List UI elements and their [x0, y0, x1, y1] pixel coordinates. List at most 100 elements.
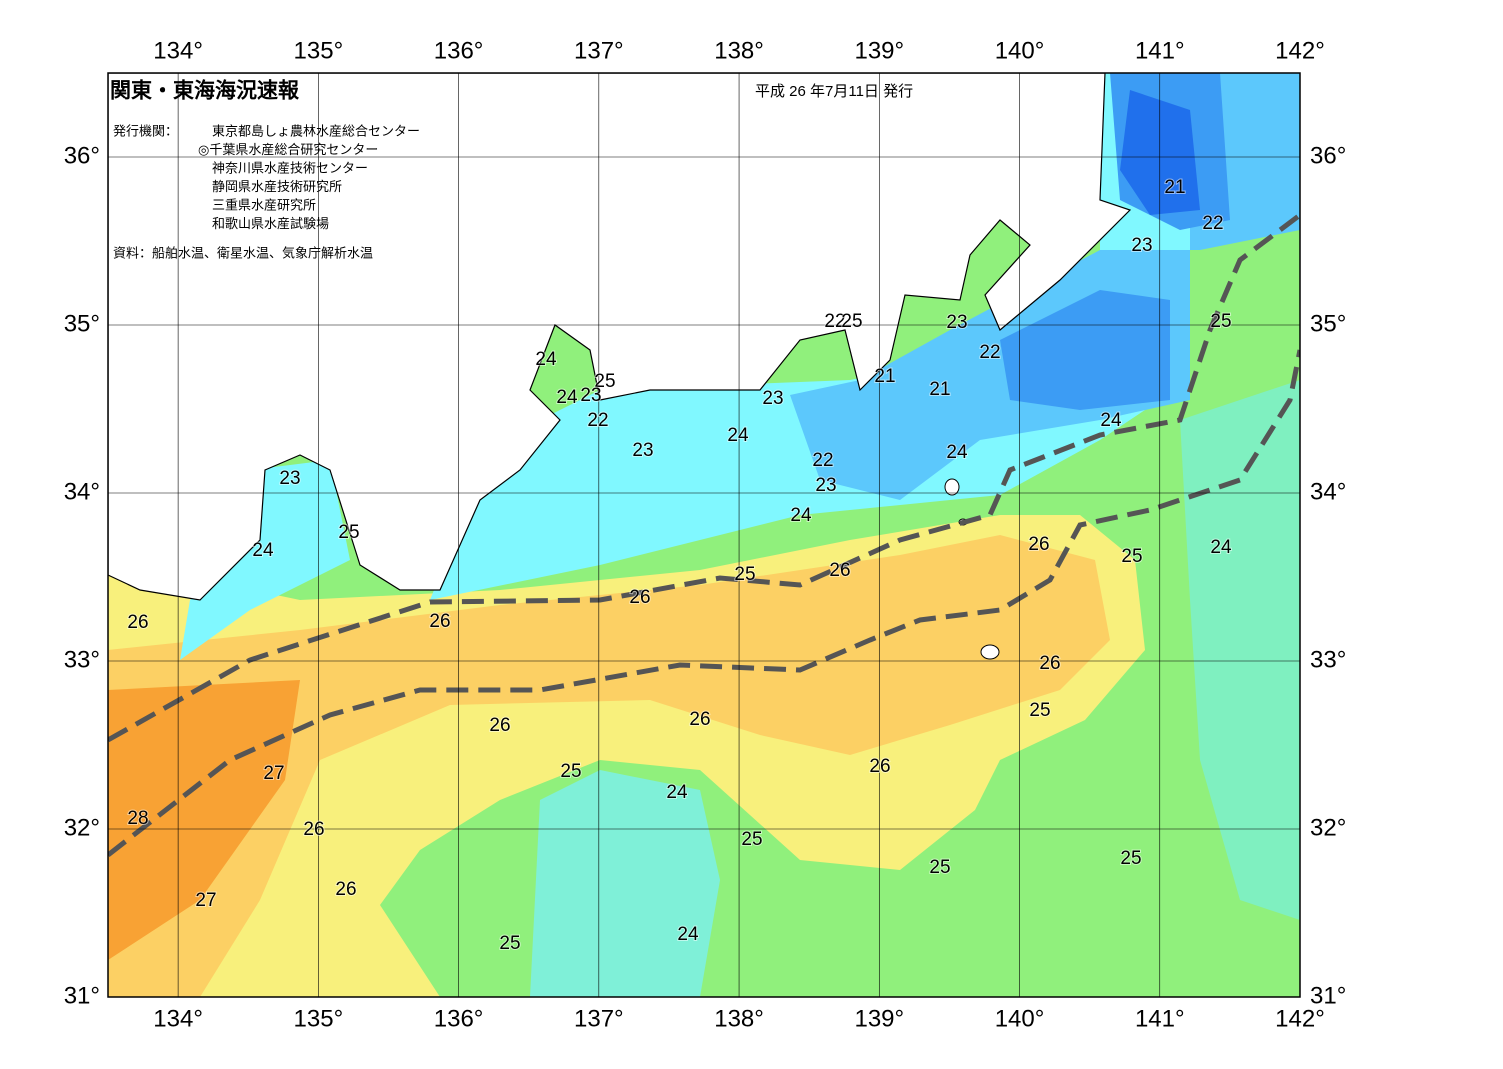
contour-label: 27	[195, 890, 216, 911]
contour-label: 21	[929, 379, 950, 400]
x-tick-label: 142°	[1275, 1005, 1325, 1032]
contour-label: 21	[1164, 177, 1185, 198]
contour-label: 25	[1029, 700, 1050, 721]
x-tick-label: 137°	[574, 37, 624, 64]
x-tick-label: 138°	[714, 37, 764, 64]
y-tick-label: 31°	[64, 982, 100, 1009]
map-title: 関東・東海海況速報	[110, 79, 300, 103]
y-tick-label: 36°	[1310, 142, 1346, 169]
data-source: 資料：船舶水温、衛星水温、気象庁解析水温	[113, 246, 373, 262]
contour-label: 22	[1202, 213, 1223, 234]
contour-label: 25	[499, 933, 520, 954]
contour-label: 26	[127, 612, 148, 633]
contour-label: 23	[946, 312, 967, 333]
y-tick-label: 36°	[64, 142, 100, 169]
contour-label: 24	[790, 505, 812, 526]
contour-label: 27	[263, 763, 284, 784]
x-tick-label: 140°	[995, 37, 1045, 64]
contour-label: 24	[1100, 410, 1122, 431]
x-tick-label: 136°	[434, 1005, 484, 1032]
y-tick-label: 32°	[64, 814, 100, 841]
contour-label: 26	[1028, 534, 1049, 555]
y-tick-label: 33°	[64, 646, 100, 673]
contour-label: 24	[677, 924, 699, 945]
contour-label: 23	[815, 475, 836, 496]
y-tick-label: 35°	[1310, 310, 1346, 337]
contour-label: 25	[338, 522, 359, 543]
x-tick-label: 137°	[574, 1005, 624, 1032]
contour-label: 24	[556, 387, 578, 408]
contour-label: 23	[580, 385, 601, 406]
sea-south-tongue	[530, 770, 720, 997]
sea-23-24	[430, 73, 1190, 600]
x-tick-label: 142°	[1275, 37, 1325, 64]
contour-label: 26	[869, 756, 890, 777]
contour-label: 24	[666, 782, 688, 803]
contour-label: 23	[279, 468, 300, 489]
sea-east	[1180, 380, 1300, 920]
x-tick-label: 135°	[294, 37, 344, 64]
agency: 和歌山県水産試験場	[212, 216, 329, 232]
contour-label: 26	[303, 819, 324, 840]
issue-date: 平成 26 年7月11日 発行	[755, 83, 913, 100]
x-tick-label: 141°	[1135, 37, 1185, 64]
sea-kii-channel	[180, 460, 350, 660]
island	[944, 478, 960, 496]
contour-label: 25	[741, 829, 762, 850]
x-tick-label: 139°	[854, 1005, 904, 1032]
contour-label: 24	[252, 540, 274, 561]
contour-label: 25	[734, 564, 755, 585]
contour-label: 23	[1131, 235, 1152, 256]
y-tick-label: 31°	[1310, 982, 1346, 1009]
land	[108, 73, 1132, 601]
x-tick-label: 139°	[854, 37, 904, 64]
contour-label: 22	[979, 342, 1000, 363]
contour-label: 25	[594, 371, 615, 392]
contour-label: 25	[841, 311, 862, 332]
y-tick-label: 33°	[1310, 646, 1346, 673]
contour-label: 26	[1039, 653, 1060, 674]
contour-label: 26	[429, 611, 450, 632]
x-tick-label: 138°	[714, 1005, 764, 1032]
x-tick-label: 141°	[1135, 1005, 1185, 1032]
y-tick-label: 35°	[64, 310, 100, 337]
x-tick-label: 134°	[153, 1005, 203, 1032]
contour-label: 24	[946, 442, 968, 463]
contour-label: 25	[560, 761, 581, 782]
front-line	[108, 213, 1300, 743]
contour-label: 22	[812, 450, 833, 471]
y-tick-label: 34°	[64, 478, 100, 505]
front-line	[108, 349, 1300, 857]
contour-label: 26	[629, 587, 650, 608]
agency: 東京都島しょ農林水産総合センター	[212, 124, 420, 140]
contour-label: 26	[489, 715, 510, 736]
contour-label: 26	[829, 560, 850, 581]
x-tick-label: 140°	[995, 1005, 1045, 1032]
sea-26-27	[108, 535, 1110, 997]
contour-label: 22	[587, 410, 608, 431]
agencies-label: 発行機関：	[113, 125, 178, 140]
contour-label: 28	[127, 808, 148, 829]
contour-label: 23	[762, 388, 783, 409]
contour-label: 25	[1210, 311, 1231, 332]
agency: ◎千葉県水産総合研究センター	[198, 142, 378, 158]
contour-label: 23	[632, 440, 653, 461]
x-tick-label: 134°	[153, 37, 203, 64]
contour-label: 24	[535, 349, 557, 370]
contour-label: 25	[1120, 848, 1141, 869]
agency: 静岡県水産技術研究所	[212, 179, 342, 195]
contour-label: 25	[929, 857, 950, 878]
island	[980, 644, 1000, 660]
x-tick-label: 136°	[434, 37, 484, 64]
contour-label: 25	[1121, 546, 1142, 567]
contour-label: 21	[874, 366, 895, 387]
contour-label: 24	[1210, 537, 1232, 558]
y-tick-label: 34°	[1310, 478, 1346, 505]
x-tick-label: 135°	[294, 1005, 344, 1032]
y-tick-label: 32°	[1310, 814, 1346, 841]
contour-label: 22	[824, 311, 845, 332]
contour-label: 24	[727, 425, 749, 446]
agency: 三重県水産研究所	[212, 198, 316, 214]
contour-label: 26	[335, 879, 356, 900]
